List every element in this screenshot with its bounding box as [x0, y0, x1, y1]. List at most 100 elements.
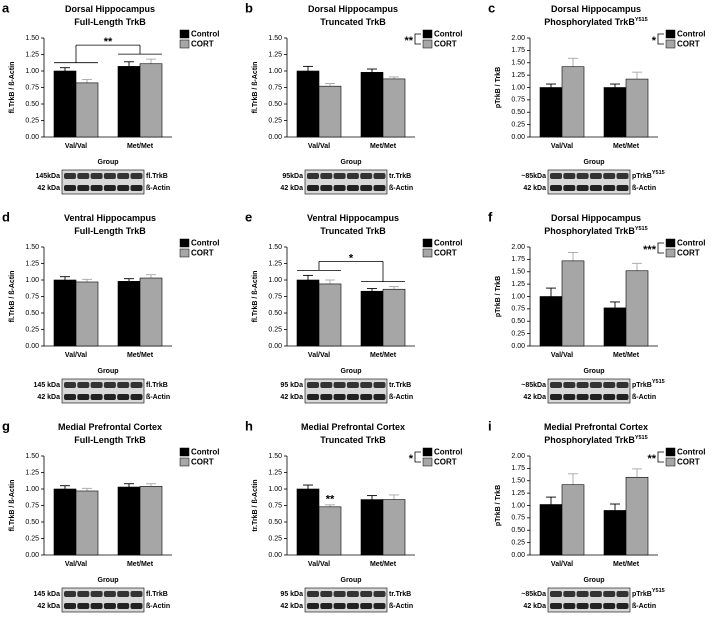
blot-band	[616, 185, 629, 191]
legend-swatch	[179, 457, 190, 467]
y-tick-label: 0.75	[268, 502, 282, 509]
bar	[139, 486, 163, 556]
blot-band	[576, 591, 589, 597]
chart-title: Phosphorylated TrkBY515	[544, 17, 647, 27]
chart-title-main: Truncated TrkB	[320, 17, 386, 27]
legend-swatch	[179, 29, 190, 39]
y-tick-label: 2.00	[511, 35, 525, 42]
blot-kda: 42 kDa	[37, 394, 60, 401]
bar	[75, 82, 99, 138]
blot-label-main: ß-Actin	[389, 185, 413, 192]
y-tick-label: 0.00	[511, 134, 525, 141]
bar	[561, 260, 585, 347]
blot-band	[563, 394, 576, 400]
x-tick-label: Val/Val	[551, 561, 573, 568]
y-tick-label: 0.25	[268, 117, 282, 124]
blot-band	[589, 603, 602, 609]
blot-band	[64, 591, 76, 597]
x-tick-label: Met/Met	[613, 352, 640, 359]
blot-band	[64, 603, 76, 609]
panel-letter: i	[488, 418, 492, 433]
bar	[75, 490, 99, 556]
blot-label-sup: Y515	[652, 379, 665, 385]
legend-label: CORT	[434, 458, 457, 467]
chart-title-main: Ventral Hippocampus	[64, 213, 156, 223]
blot-band	[576, 394, 589, 400]
blot-band	[373, 394, 386, 400]
blot-band	[103, 603, 116, 609]
blot-band	[117, 173, 130, 179]
x-tick-label: Val/Val	[551, 143, 573, 150]
blot-band	[346, 603, 359, 609]
blot-kda: 42 kDa	[280, 185, 303, 192]
blot-kda: 95 kDa	[280, 591, 303, 598]
blot-band	[90, 591, 103, 597]
chart-title-main: Truncated TrkB	[320, 435, 386, 445]
y-tick-label: 0.50	[25, 310, 39, 317]
blot-band	[333, 173, 346, 179]
blot-band	[603, 591, 616, 597]
blot-label: ß-Actin	[632, 185, 656, 192]
blot-band	[373, 603, 386, 609]
blot-label: ß-Actin	[632, 394, 656, 401]
blot-kda: 145 kDa	[34, 591, 61, 598]
x-axis-label: Group	[341, 577, 362, 584]
panel: d Ventral Hippocampus Full-Length TrkB fl.T…	[2, 209, 219, 404]
y-tick-label: 0.00	[25, 552, 39, 559]
x-tick-label: Met/Met	[613, 561, 640, 568]
legend-label: CORT	[191, 249, 214, 258]
blot-band	[320, 173, 333, 179]
y-tick-label: 0.00	[25, 343, 39, 350]
blot-band	[307, 173, 319, 179]
blot-band	[117, 591, 130, 597]
x-axis-label: Group	[584, 577, 605, 584]
blot-band	[320, 394, 333, 400]
blot-label-main: tr.TrkB	[389, 382, 411, 389]
blot-label: fl.TrkB	[146, 591, 168, 598]
legend-label: CORT	[677, 249, 700, 258]
legend-label: CORT	[434, 249, 457, 258]
chart-title-sup: Y515	[635, 226, 648, 232]
y-tick-label: 0.75	[511, 515, 525, 522]
chart-title-sup: Y515	[635, 435, 648, 441]
y-tick-label: 0.00	[511, 343, 525, 350]
y-tick-label: 0.25	[511, 539, 525, 546]
blot-kda: 42 kDa	[37, 185, 60, 192]
blot-kda: 42 kDa	[280, 394, 303, 401]
blot-band	[307, 394, 319, 400]
y-tick-label: 1.00	[511, 502, 525, 509]
blot-kda: 145 kDa	[34, 382, 61, 389]
chart-title: Phosphorylated TrkBY515	[544, 435, 647, 445]
blot-label: pTrkBY515	[632, 588, 665, 597]
chart-title: Full-Length TrkB	[74, 435, 146, 445]
y-tick-label: 1.50	[25, 35, 39, 42]
y-tick-label: 0.25	[25, 117, 39, 124]
y-axis-label: fl.TrkB / ß-Actin	[9, 271, 16, 323]
bar	[625, 476, 649, 556]
y-tick-label: 0.00	[268, 134, 282, 141]
legend-swatch	[665, 238, 676, 248]
blot-band	[589, 382, 602, 388]
blot-band	[64, 173, 76, 179]
blot-kda: 145kDa	[35, 173, 60, 180]
blot-band	[360, 382, 373, 388]
blot-band	[320, 591, 333, 597]
blot-kda: ~85kDa	[521, 382, 546, 389]
x-tick-label: Met/Met	[370, 143, 397, 150]
legend-swatch	[665, 457, 676, 467]
x-tick-label: Val/Val	[308, 352, 330, 359]
bar	[296, 488, 320, 556]
chart-title: Truncated TrkB	[320, 17, 386, 27]
legend-label: Control	[677, 448, 705, 457]
sig-bracket	[414, 33, 421, 45]
bar	[603, 307, 627, 347]
bar	[318, 506, 342, 556]
blot-label-main: ß-Actin	[389, 394, 413, 401]
sig-stars: *	[409, 453, 414, 465]
bar	[539, 504, 563, 556]
y-tick-label: 1.50	[511, 478, 525, 485]
blot-label-main: tr.TrkB	[389, 173, 411, 180]
legend-swatch	[179, 39, 190, 49]
blot-band	[77, 394, 90, 400]
